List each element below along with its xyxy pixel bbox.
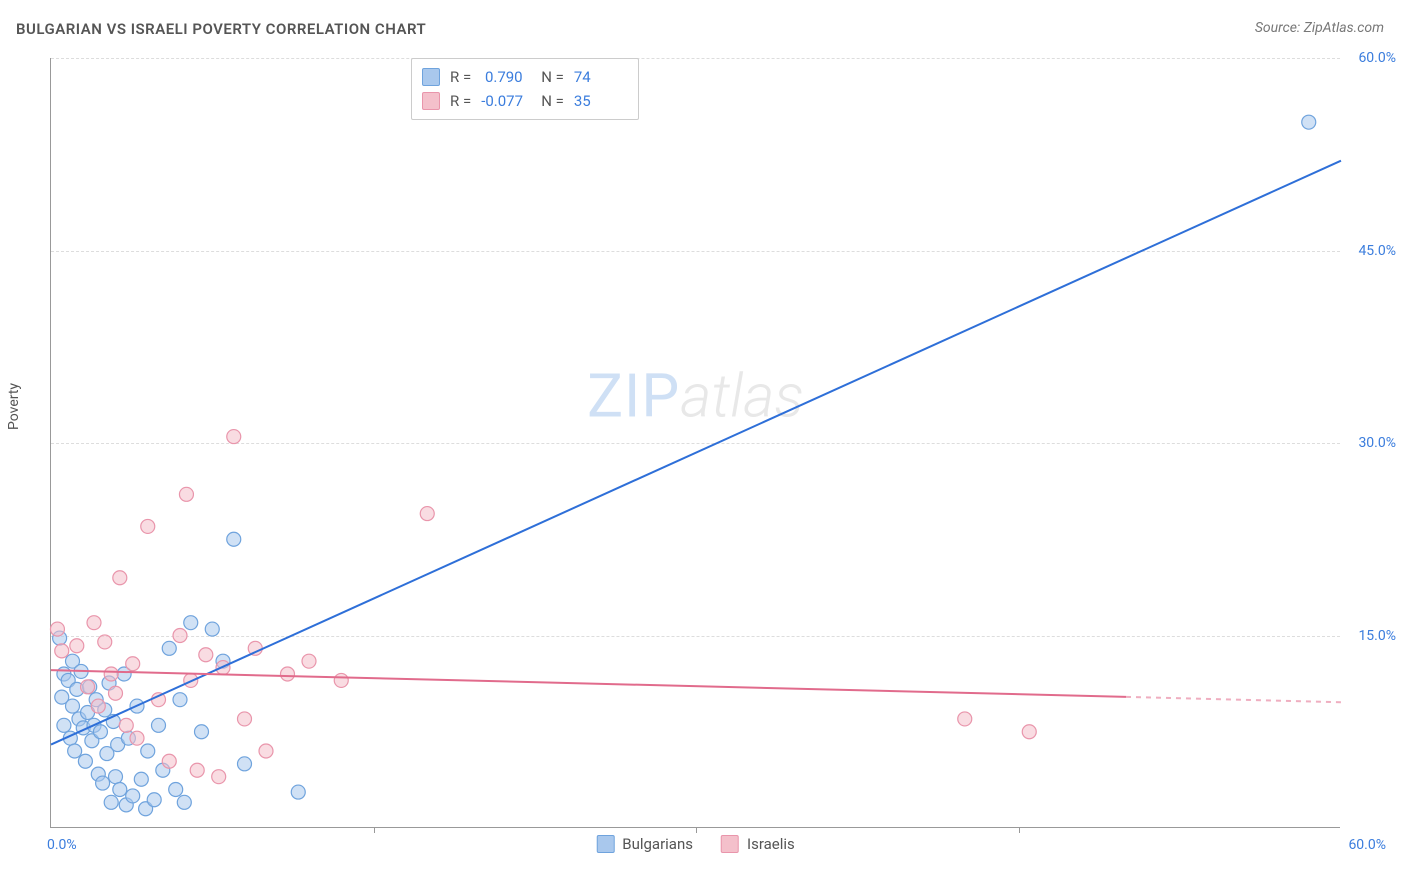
series-legend: Bulgarians Israelis — [596, 835, 795, 853]
source-name: ZipAtlas.com — [1304, 20, 1384, 36]
x-axis-max-label: 60.0% — [1348, 837, 1386, 853]
stats-legend: R = 0.790 N = 74 R = -0.077 N = 35 — [411, 58, 639, 120]
swatch-israelis — [721, 835, 739, 853]
y-tick-label: 30.0% — [1358, 435, 1396, 451]
legend-item-bulgarians: Bulgarians — [596, 835, 693, 853]
x-axis-min-label: 0.0% — [47, 837, 77, 853]
stats-row-bulgarians: R = 0.790 N = 74 — [422, 65, 624, 89]
n-label: N = — [541, 65, 564, 89]
chart-canvas — [51, 58, 1340, 827]
chart-title: BULGARIAN VS ISRAELI POVERTY CORRELATION… — [16, 20, 426, 38]
r-label: R = — [450, 89, 471, 113]
y-tick-label: 60.0% — [1358, 50, 1396, 66]
y-axis-label: Poverty — [6, 383, 22, 430]
swatch-bulgarians — [596, 835, 614, 853]
legend-label: Bulgarians — [622, 835, 693, 853]
n-value: 74 — [574, 65, 624, 89]
swatch-bulgarians — [422, 68, 440, 86]
legend-item-israelis: Israelis — [721, 835, 795, 853]
plot-area: ZIPatlas 15.0%30.0%45.0%60.0% R = 0.790 … — [50, 58, 1340, 828]
r-value: -0.077 — [481, 89, 531, 113]
y-tick-label: 45.0% — [1358, 243, 1396, 259]
r-label: R = — [450, 65, 471, 89]
y-tick-label: 15.0% — [1358, 628, 1396, 644]
source-prefix: Source: — [1255, 20, 1304, 36]
stats-row-israelis: R = -0.077 N = 35 — [422, 89, 624, 113]
n-value: 35 — [574, 89, 624, 113]
legend-label: Israelis — [747, 835, 795, 853]
swatch-israelis — [422, 92, 440, 110]
r-value: 0.790 — [481, 65, 531, 89]
source-attribution: Source: ZipAtlas.com — [1255, 20, 1384, 36]
n-label: N = — [541, 89, 564, 113]
